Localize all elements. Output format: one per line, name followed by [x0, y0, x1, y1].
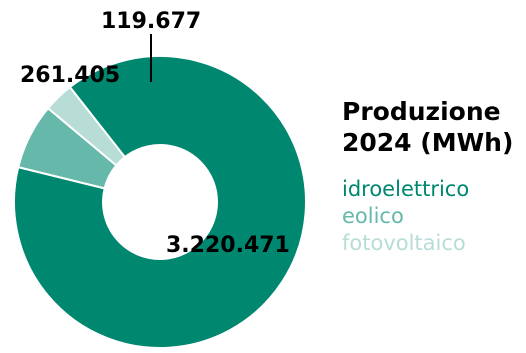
- donut-chart: 119.677 261.405 3.220.471: [13, 9, 307, 349]
- chart-title-line-2: 2024 (MWh): [342, 128, 514, 157]
- chart-title-line-1: Produzione: [342, 97, 501, 126]
- value-label-eolico: 261.405: [20, 63, 120, 88]
- value-label-fotovoltaico: 119.677: [101, 9, 201, 34]
- slice-fotovoltaico: [46, 85, 127, 167]
- value-label-idroelettrico: 3.220.471: [166, 233, 290, 258]
- legend-item-eolico: eolico: [342, 204, 404, 228]
- legend: idroelettrico eolico fotovoltaico: [342, 176, 469, 257]
- slice-idroelettrico: [13, 55, 307, 349]
- legend-item-fotovoltaico: fotovoltaico: [342, 231, 466, 255]
- chart-title: Produzione 2024 (MWh): [342, 96, 513, 158]
- legend-item-idroelettrico: idroelettrico: [342, 177, 470, 201]
